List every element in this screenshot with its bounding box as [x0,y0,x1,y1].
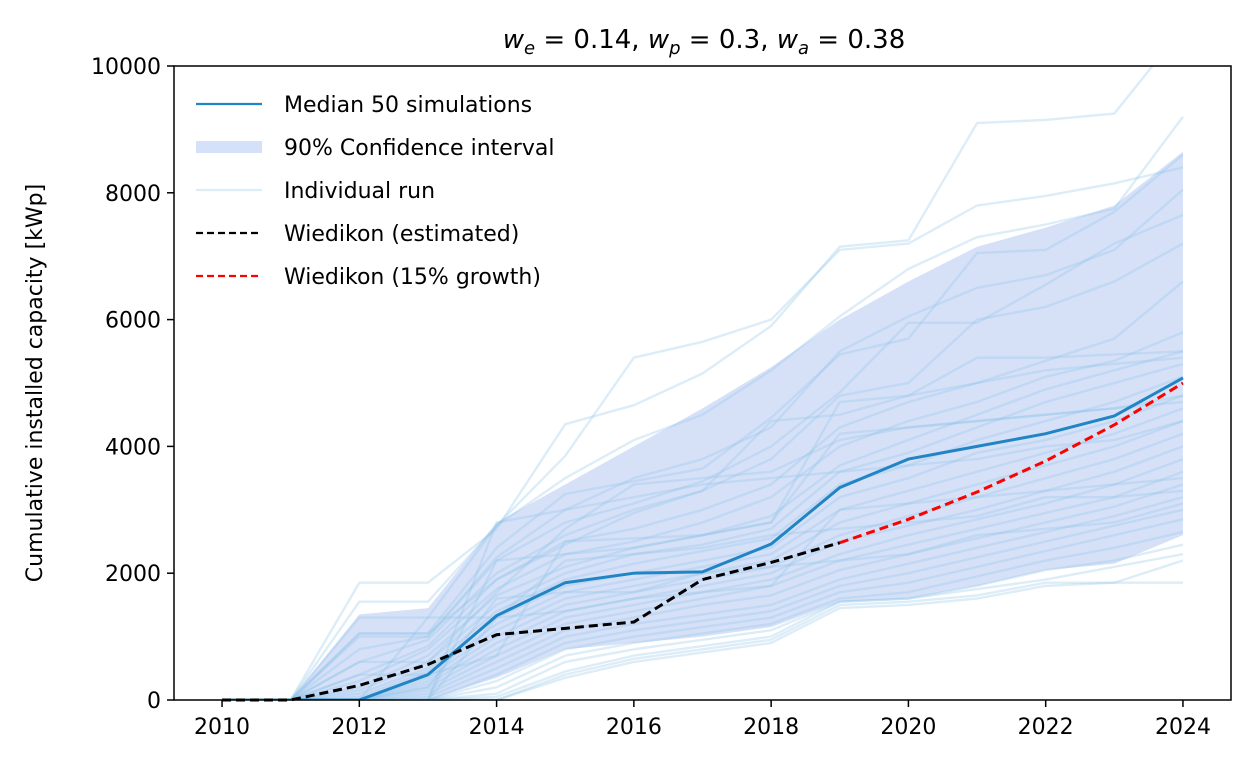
x-tick-label: 2022 [1018,715,1074,740]
confidence-interval-band [222,151,1183,700]
title-part: = 0.3, [681,25,777,55]
y-tick-label: 4000 [105,435,161,460]
individual-run-line-32 [222,489,1184,700]
title-part: w [503,25,525,55]
individual-run-line-1 [222,66,1154,700]
title-part: = 0.14, [535,25,648,55]
title-part: a [798,38,809,59]
individual-run-line-12 [222,375,1184,700]
individual-run-line-13 [222,394,1184,700]
individual-run-line-11 [222,362,1184,700]
individual-run-line-35 [222,400,1184,700]
x-tick-label: 2010 [194,715,250,740]
x-tick-label: 2016 [606,715,662,740]
title-part: w [777,25,799,55]
x-tick-label: 2020 [880,715,936,740]
title-part: e [524,38,535,59]
individual-run-line-29 [222,350,1184,700]
individual-run-line-31 [222,476,1184,700]
individual-run-line-23 [222,518,1184,700]
individual-run-line-27 [222,581,1183,700]
legend: Median 50 simulations 90% Confidence int… [196,93,554,290]
individual-run-line-22 [222,508,1184,700]
legend-label-estimated: Wiedikon (estimated) [284,222,519,247]
y-tick-label: 10000 [91,55,161,80]
individual-run-line-16 [222,432,1184,700]
individual-run-line-26 [222,552,1184,700]
individual-run-line-5 [222,188,1184,700]
individual-run-line-6 [222,213,1184,700]
individual-run-line-20 [222,483,1184,700]
individual-run-line-24 [222,530,1184,700]
individual-run-line-4 [222,153,1184,700]
y-tick-label: 6000 [105,309,161,334]
individual-run-line-3 [222,116,1184,700]
individual-runs-layer [222,66,1184,700]
x-tick-label: 2024 [1155,715,1211,740]
individual-run-line-8 [222,280,1184,700]
legend-label-individual: Individual run [284,179,435,204]
y-tick-label: 8000 [105,182,161,207]
title-part: = 0.38 [809,25,905,55]
individual-run-line-28 [222,559,1184,700]
individual-run-line-19 [222,470,1184,700]
individual-run-line-33 [222,394,1184,700]
y-axis: 0 2000 4000 6000 8000 10000 [91,55,174,714]
series-lines-layer [222,376,1184,702]
x-tick-label: 2018 [743,715,799,740]
estimated-line [222,541,841,702]
legend-label-growth: Wiedikon (15% growth) [284,265,541,290]
individual-run-line-10 [222,350,1184,700]
chart-title-text: we = 0.14, wp = 0.3, wa = 0.38 [503,25,906,59]
growth-line [839,381,1184,545]
x-axis: 2010 2012 2014 2016 2018 2020 2022 2024 [194,700,1211,740]
individual-run-line-21 [222,495,1184,700]
y-axis-label: Cumulative installed capacity [kWp] [23,184,48,582]
title-part: w [648,25,670,55]
x-tick-label: 2014 [469,715,525,740]
individual-run-line-17 [222,445,1184,700]
title-part: p [668,38,680,59]
x-tick-label: 2012 [331,715,387,740]
median-line [222,376,1184,700]
y-tick-label: 2000 [105,562,161,587]
y-tick-label: 0 [147,689,161,714]
legend-label-median: Median 50 simulations [284,93,532,118]
legend-label-ci: 90% Confidence interval [284,136,554,161]
individual-run-line-30 [222,419,1184,700]
chart-title: we = 0.14, wp = 0.3, wa = 0.38 [503,25,906,59]
individual-run-line-9 [222,331,1184,700]
individual-run-line-25 [222,543,1184,700]
individual-run-line-7 [222,242,1184,700]
individual-run-line-18 [222,457,1184,700]
confidence-interval-layer [222,151,1183,700]
individual-run-line-2 [222,166,1184,700]
individual-run-line-36 [222,356,1184,700]
plot-frame [173,65,1232,701]
